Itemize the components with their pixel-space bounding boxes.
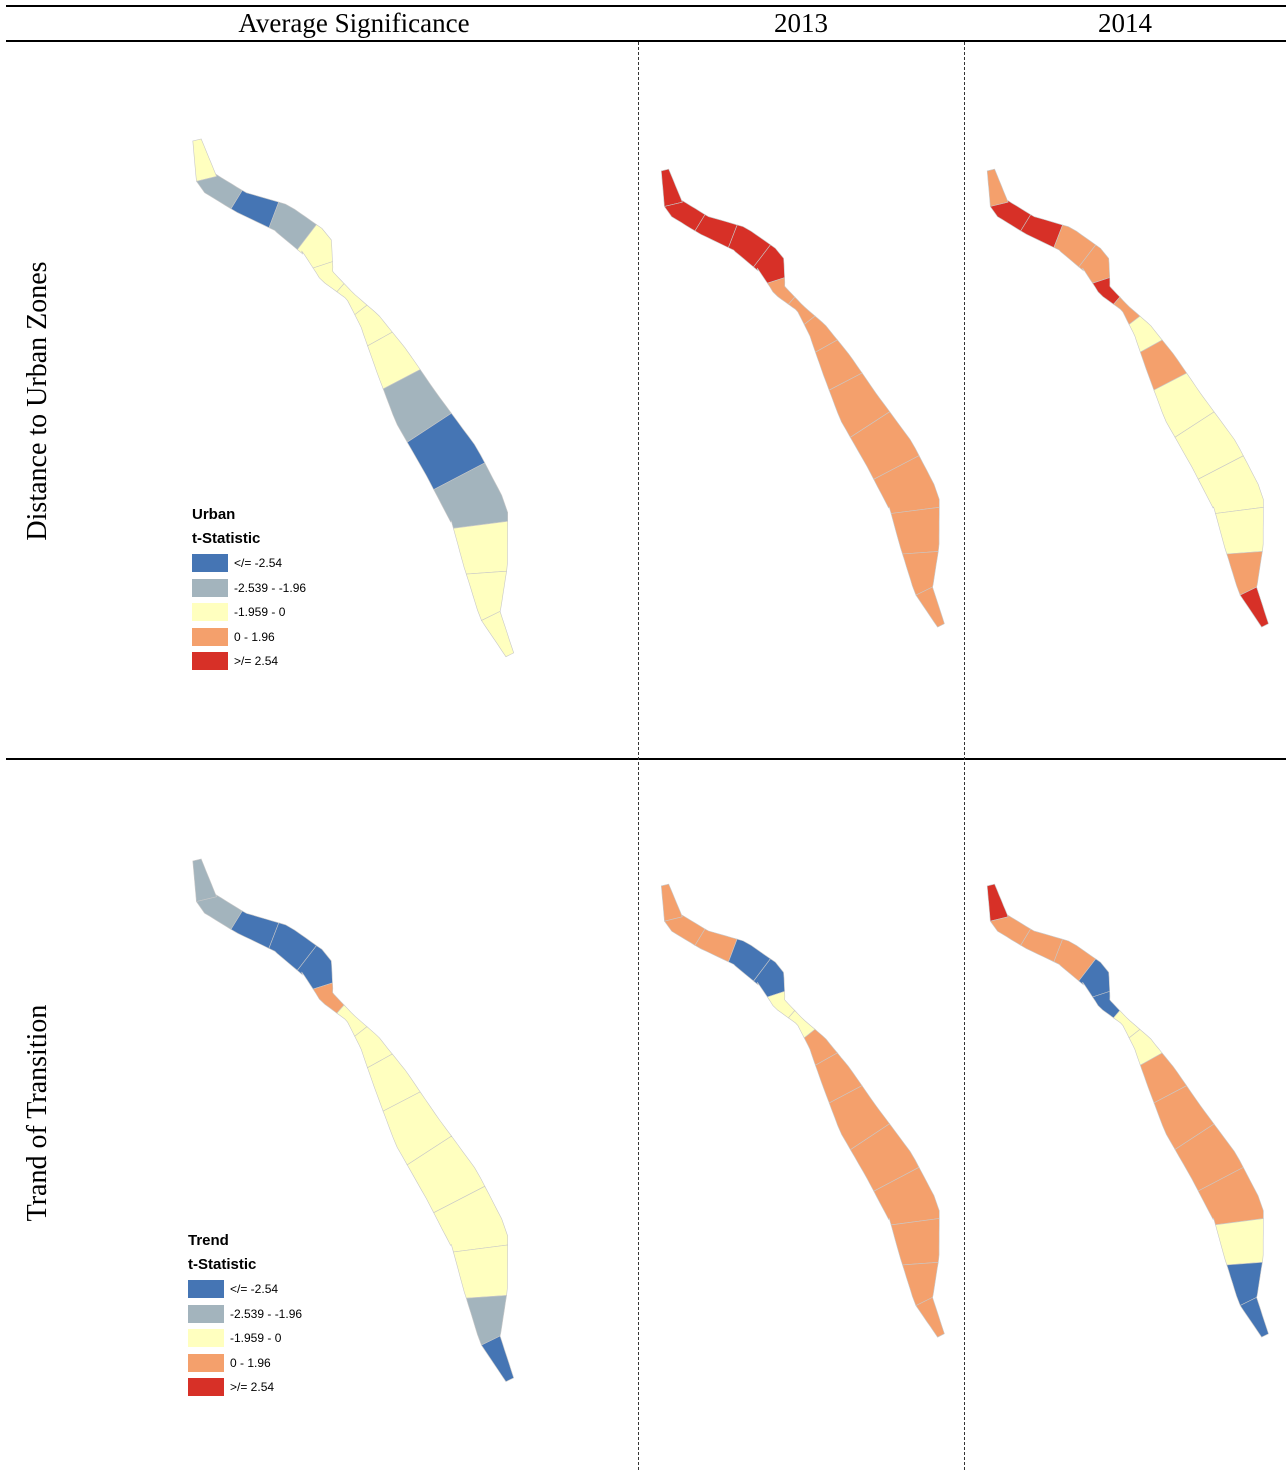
legend-item: </= -2.54 [192, 551, 306, 576]
legend-swatch [188, 1378, 224, 1397]
column-header-2014: 2014 [1098, 8, 1152, 38]
legend-item: -2.539 - -1.96 [188, 1302, 302, 1327]
map-segment [986, 883, 1009, 922]
legend-label: </= -2.54 [230, 1282, 279, 1297]
legend-label: 0 - 1.96 [234, 629, 275, 644]
map-segment [890, 506, 940, 555]
top-rule [6, 5, 1286, 7]
map-urban-average [192, 138, 515, 658]
map-trend-average [192, 858, 515, 1382]
legend-label: -2.539 - -1.96 [230, 1306, 303, 1321]
legend-subtitle: t-Statistic [188, 1256, 257, 1273]
legend-swatch [192, 603, 228, 622]
row-separator-rule [6, 758, 1286, 760]
legend-title: Urban [192, 506, 236, 523]
column-divider-2 [964, 42, 965, 1470]
legend-item: 0 - 1.96 [188, 1351, 302, 1376]
legend-subtitle: t-Statistic [192, 530, 261, 547]
legend-item: >/= 2.54 [192, 649, 306, 674]
legend-item: >/= 2.54 [188, 1375, 302, 1400]
legend-swatch [188, 1329, 224, 1348]
map-trend-2014 [986, 883, 1269, 1338]
map-segment [986, 168, 1009, 207]
map-segment [1239, 586, 1269, 628]
map-urban-2013 [660, 168, 945, 628]
legend-swatch [192, 652, 228, 671]
map-segment [192, 138, 218, 182]
map-segment [915, 1296, 945, 1338]
map-segment [481, 610, 515, 658]
legend-label: >/= 2.54 [230, 1380, 275, 1395]
map-segment [890, 1218, 940, 1266]
legend-swatch [192, 578, 228, 597]
map-segment [766, 990, 796, 1019]
legend-item: -1.959 - 0 [192, 600, 306, 625]
header-rule [6, 40, 1286, 42]
column-header-2013: 2013 [774, 8, 828, 38]
map-segment [1215, 506, 1264, 555]
map-segment [192, 858, 218, 902]
legend-label: </= -2.54 [234, 556, 283, 571]
map-segment [766, 277, 796, 305]
legend-swatch [192, 554, 228, 573]
legend-item: -2.539 - -1.96 [192, 576, 306, 601]
legend-item: -1.959 - 0 [188, 1326, 302, 1351]
legend-title: Trend [188, 1232, 229, 1249]
map-segment [1239, 1296, 1269, 1338]
map-segment [660, 168, 683, 207]
legend-item: </= -2.54 [188, 1277, 302, 1302]
legend-swatch [192, 627, 228, 646]
row-label-distance-to-urban-zones: Distance to Urban Zones [22, 261, 53, 541]
legend-label: -1.959 - 0 [230, 1331, 282, 1346]
map-segment [1215, 1218, 1264, 1266]
legend-label: -2.539 - -1.96 [234, 580, 307, 595]
legend-label: >/= 2.54 [234, 654, 279, 669]
legend-label: 0 - 1.96 [230, 1355, 271, 1370]
legend-urban: Urban t-Statistic </= -2.54 -2.539 - -1.… [192, 503, 306, 674]
legend-trend: Trend t-Statistic </= -2.54 -2.539 - -1.… [188, 1229, 302, 1400]
row-label-trand-of-transition: Trand of Transition [22, 1004, 53, 1222]
map-segment [312, 982, 345, 1014]
map-urban-2014 [986, 168, 1269, 628]
map-segment [453, 520, 509, 575]
map-segment [1092, 990, 1121, 1019]
map-segment [453, 1244, 509, 1299]
map-segment [660, 883, 683, 922]
legend-swatch [188, 1353, 224, 1372]
column-divider-1 [638, 42, 639, 1470]
map-segment [1092, 277, 1121, 305]
legend-swatch [188, 1280, 224, 1299]
legend-swatch [188, 1304, 224, 1323]
legend-label: -1.959 - 0 [234, 605, 286, 620]
map-segment [480, 1335, 515, 1382]
map-trend-2013 [660, 883, 945, 1338]
column-header-average-significance: Average Significance [238, 8, 470, 38]
legend-item: 0 - 1.96 [192, 625, 306, 650]
map-segment [915, 586, 945, 628]
